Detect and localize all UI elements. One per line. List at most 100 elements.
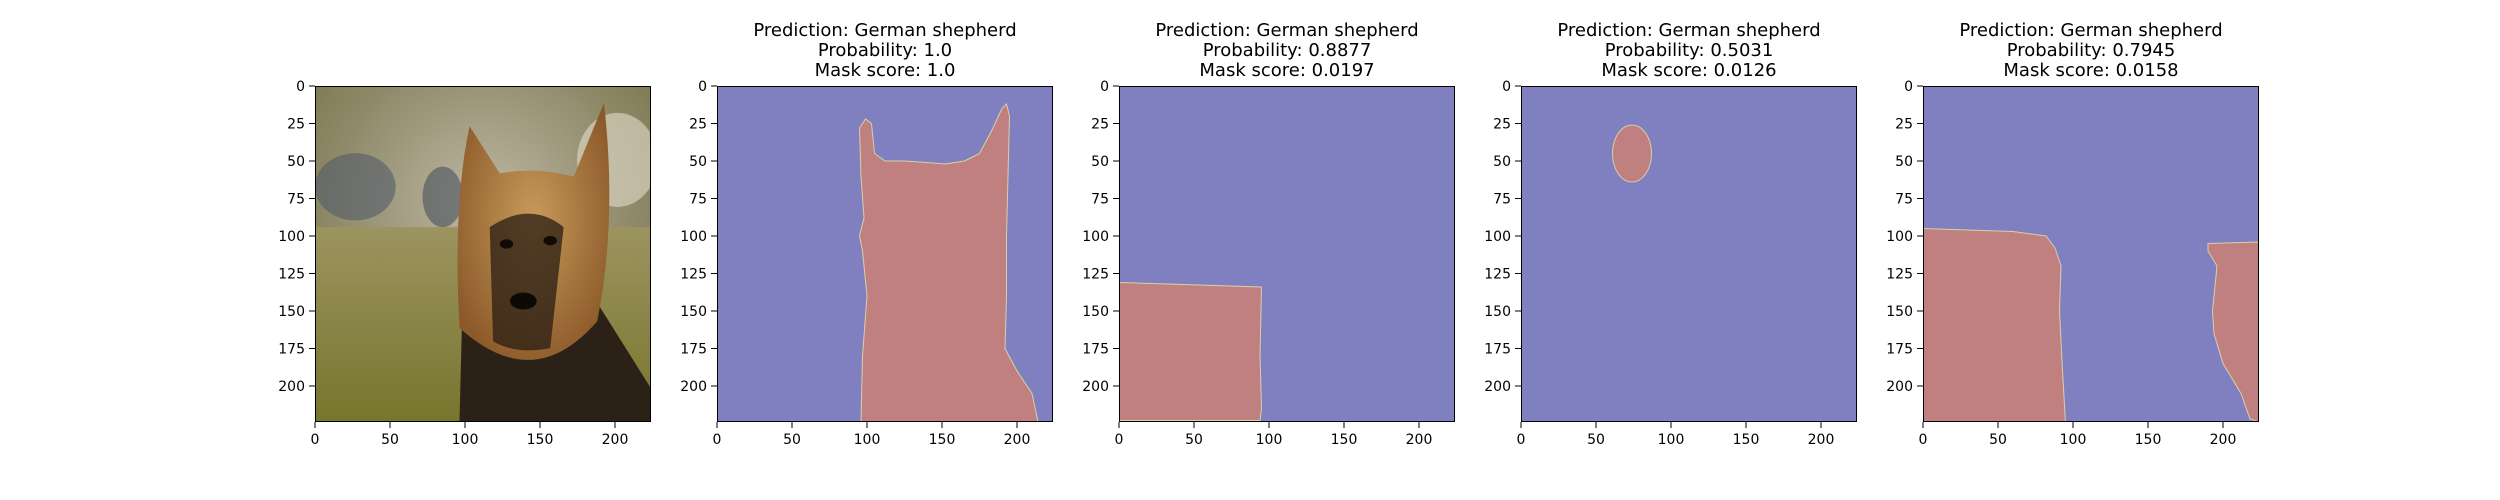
- y-tick-label: 0: [1904, 79, 1913, 95]
- y-tick-label: 175: [1886, 342, 1913, 358]
- x-tick-label: 50: [1587, 432, 1605, 448]
- mask-region: [858, 103, 1039, 422]
- panel-title-line: Mask score: 1.0: [815, 60, 956, 81]
- axes-frame: [1923, 86, 2259, 422]
- axes-frame: [717, 86, 1053, 422]
- x-tick-label: 0: [713, 432, 722, 448]
- panel-title-line: Mask score: 0.0158: [2003, 60, 2178, 81]
- panel-image: [1119, 86, 1455, 422]
- y-tick-label: 175: [1484, 342, 1511, 358]
- x-tick-label: 100: [452, 432, 479, 448]
- x-tick-label: 200: [602, 432, 629, 448]
- x-tick-label: 0: [1517, 432, 1526, 448]
- y-tick-label: 25: [1895, 117, 1913, 133]
- photo-dog-nose: [509, 292, 537, 310]
- y-tick-label: 0: [1100, 79, 1109, 95]
- y-tick-label: 50: [689, 154, 707, 170]
- y-tick-label: 150: [1484, 304, 1511, 320]
- panel-5: 0 50 100 150 200 0 25 50 75 100 125 150 175 200 Predic…: [1886, 20, 2259, 448]
- y-tick-label: 175: [1082, 342, 1109, 358]
- panel-3: 0 50 100 150 200 0 25 50 75 100 125 150 175 200 Predic…: [1082, 20, 1455, 448]
- panel-title-line: Prediction: German shepherd: [753, 20, 1016, 41]
- y-tick-label: 0: [1502, 79, 1511, 95]
- mask-region: [1923, 227, 2067, 422]
- y-tick-label: 25: [689, 117, 707, 133]
- y-tick-label: 100: [278, 229, 305, 245]
- y-tick-label: 200: [1886, 379, 1913, 395]
- y-tick-label: 0: [296, 79, 305, 95]
- x-tick-label: 200: [1004, 432, 1031, 448]
- y-tick-label: 125: [1484, 267, 1511, 283]
- x-tick-label: 200: [1406, 432, 1433, 448]
- mask-background: [1521, 86, 1857, 422]
- x-tick-label: 150: [1733, 432, 1760, 448]
- y-tick-label: 125: [1082, 267, 1109, 283]
- photo-blur-shape: [422, 166, 463, 228]
- y-tick-label: 150: [278, 304, 305, 320]
- y-tick-label: 150: [680, 304, 707, 320]
- y-tick-label: 50: [1493, 154, 1511, 170]
- y-tick-label: 175: [278, 342, 305, 358]
- panel-image: [315, 86, 651, 422]
- y-tick-label: 25: [1091, 117, 1109, 133]
- panel-title-line: Probability: 0.5031: [1605, 40, 1774, 61]
- x-tick-label: 100: [1256, 432, 1283, 448]
- panel-image: [717, 86, 1053, 422]
- panel-4: 0 50 100 150 200 0 25 50 75 100 125 150 175 200 Predic…: [1484, 20, 1857, 448]
- y-tick-label: 75: [1895, 192, 1913, 208]
- panel-1: 0 50 100 150 200 0 25 50 75 100 125 150 175 200: [278, 79, 651, 448]
- mask-region: [2207, 241, 2259, 422]
- x-tick-label: 50: [1185, 432, 1203, 448]
- x-tick-label: 100: [2060, 432, 2087, 448]
- mask-region: [1119, 281, 1263, 421]
- y-tick-label: 75: [1493, 192, 1511, 208]
- x-tick-label: 0: [1919, 432, 1928, 448]
- panel-title-line: Prediction: German shepherd: [1959, 20, 2222, 41]
- photo-dog-eye: [499, 239, 514, 249]
- y-tick-label: 200: [1082, 379, 1109, 395]
- axes-frame: [315, 86, 651, 422]
- y-tick-label: 175: [680, 342, 707, 358]
- y-tick-label: 200: [680, 379, 707, 395]
- x-tick-label: 100: [1658, 432, 1685, 448]
- panel-title-line: Mask score: 0.0197: [1199, 60, 1374, 81]
- y-tick-label: 25: [287, 117, 305, 133]
- y-tick-label: 50: [287, 154, 305, 170]
- y-tick-label: 150: [1886, 304, 1913, 320]
- y-tick-label: 100: [1886, 229, 1913, 245]
- x-tick-label: 100: [854, 432, 881, 448]
- x-tick-label: 50: [783, 432, 801, 448]
- y-tick-label: 100: [1082, 229, 1109, 245]
- y-tick-label: 200: [1484, 379, 1511, 395]
- panel-title-line: Prediction: German shepherd: [1155, 20, 1418, 41]
- panel-title-line: Probability: 0.8877: [1203, 40, 1372, 61]
- mask-region: [1612, 124, 1652, 183]
- x-tick-label: 0: [311, 432, 320, 448]
- y-tick-label: 50: [1895, 154, 1913, 170]
- panel-2: 0 50 100 150 200 0 25 50 75 100 125 150 175 200 Predic…: [680, 20, 1053, 448]
- y-tick-label: 75: [1091, 192, 1109, 208]
- y-tick-label: 25: [1493, 117, 1511, 133]
- y-tick-label: 150: [1082, 304, 1109, 320]
- y-tick-label: 75: [287, 192, 305, 208]
- y-tick-label: 125: [278, 267, 305, 283]
- y-tick-label: 75: [689, 192, 707, 208]
- panel-title-line: Mask score: 0.0126: [1601, 60, 1776, 81]
- photo-blur-shape: [315, 153, 396, 221]
- y-tick-label: 125: [680, 267, 707, 283]
- y-tick-label: 100: [680, 229, 707, 245]
- x-tick-label: 0: [1115, 432, 1124, 448]
- y-tick-label: 200: [278, 379, 305, 395]
- panel-title-line: Probability: 0.7945: [2007, 40, 2176, 61]
- x-tick-label: 150: [929, 432, 956, 448]
- x-tick-label: 200: [2210, 432, 2237, 448]
- panel-title-line: Probability: 1.0: [818, 40, 952, 61]
- photo-dog-eye: [543, 235, 557, 246]
- y-tick-label: 125: [1886, 267, 1913, 283]
- x-tick-label: 150: [2135, 432, 2162, 448]
- x-tick-label: 200: [1808, 432, 1835, 448]
- panel-title-line: Prediction: German shepherd: [1557, 20, 1820, 41]
- x-tick-label: 50: [381, 432, 399, 448]
- panel-image: [1923, 86, 2259, 422]
